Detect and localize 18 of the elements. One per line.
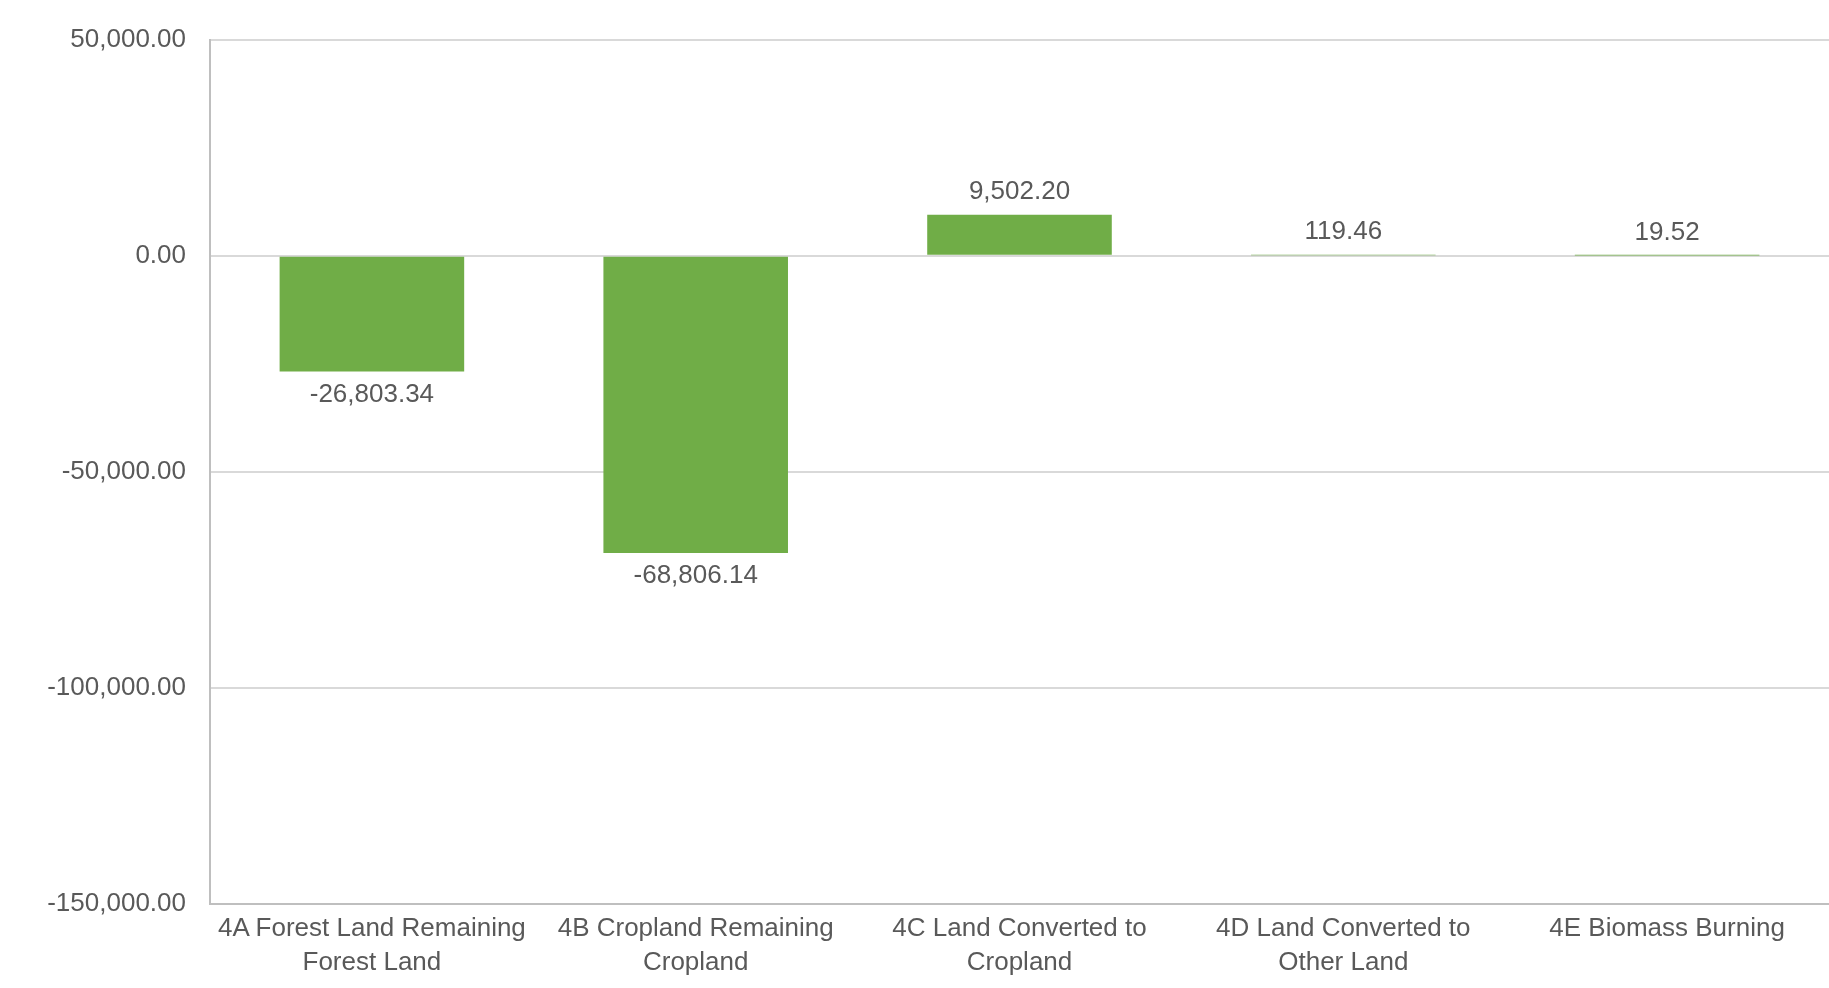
bar xyxy=(279,256,465,372)
x-tick-label: 4D Land Converted to Other Land xyxy=(1216,912,1471,977)
data-label: -26,803.34 xyxy=(309,377,435,408)
data-label: -68,806.14 xyxy=(633,559,758,590)
x-tick-label: 4E Biomass Burning xyxy=(1549,912,1785,943)
data-label: 119.46 xyxy=(1304,215,1383,246)
bar xyxy=(927,214,1112,255)
data-label: 19.52 xyxy=(1634,215,1700,246)
x-tick-label: 4C Land Converted to Cropland xyxy=(892,912,1147,977)
y-tick-label: -50,000.00 xyxy=(61,454,186,485)
x-tick-label: 4A Forest Land Remaining Forest Land xyxy=(217,912,526,977)
x-tick-label: 4B Cropland Remaining Cropland xyxy=(557,912,834,977)
data-label: 9,502.20 xyxy=(968,174,1071,205)
y-tick-label: -150,000.00 xyxy=(47,887,186,918)
bar xyxy=(603,256,788,554)
y-tick-label: 50,000.00 xyxy=(70,22,186,53)
y-tick-label: -100,000.00 xyxy=(47,671,186,702)
y-tick-label: 0.00 xyxy=(135,238,186,269)
